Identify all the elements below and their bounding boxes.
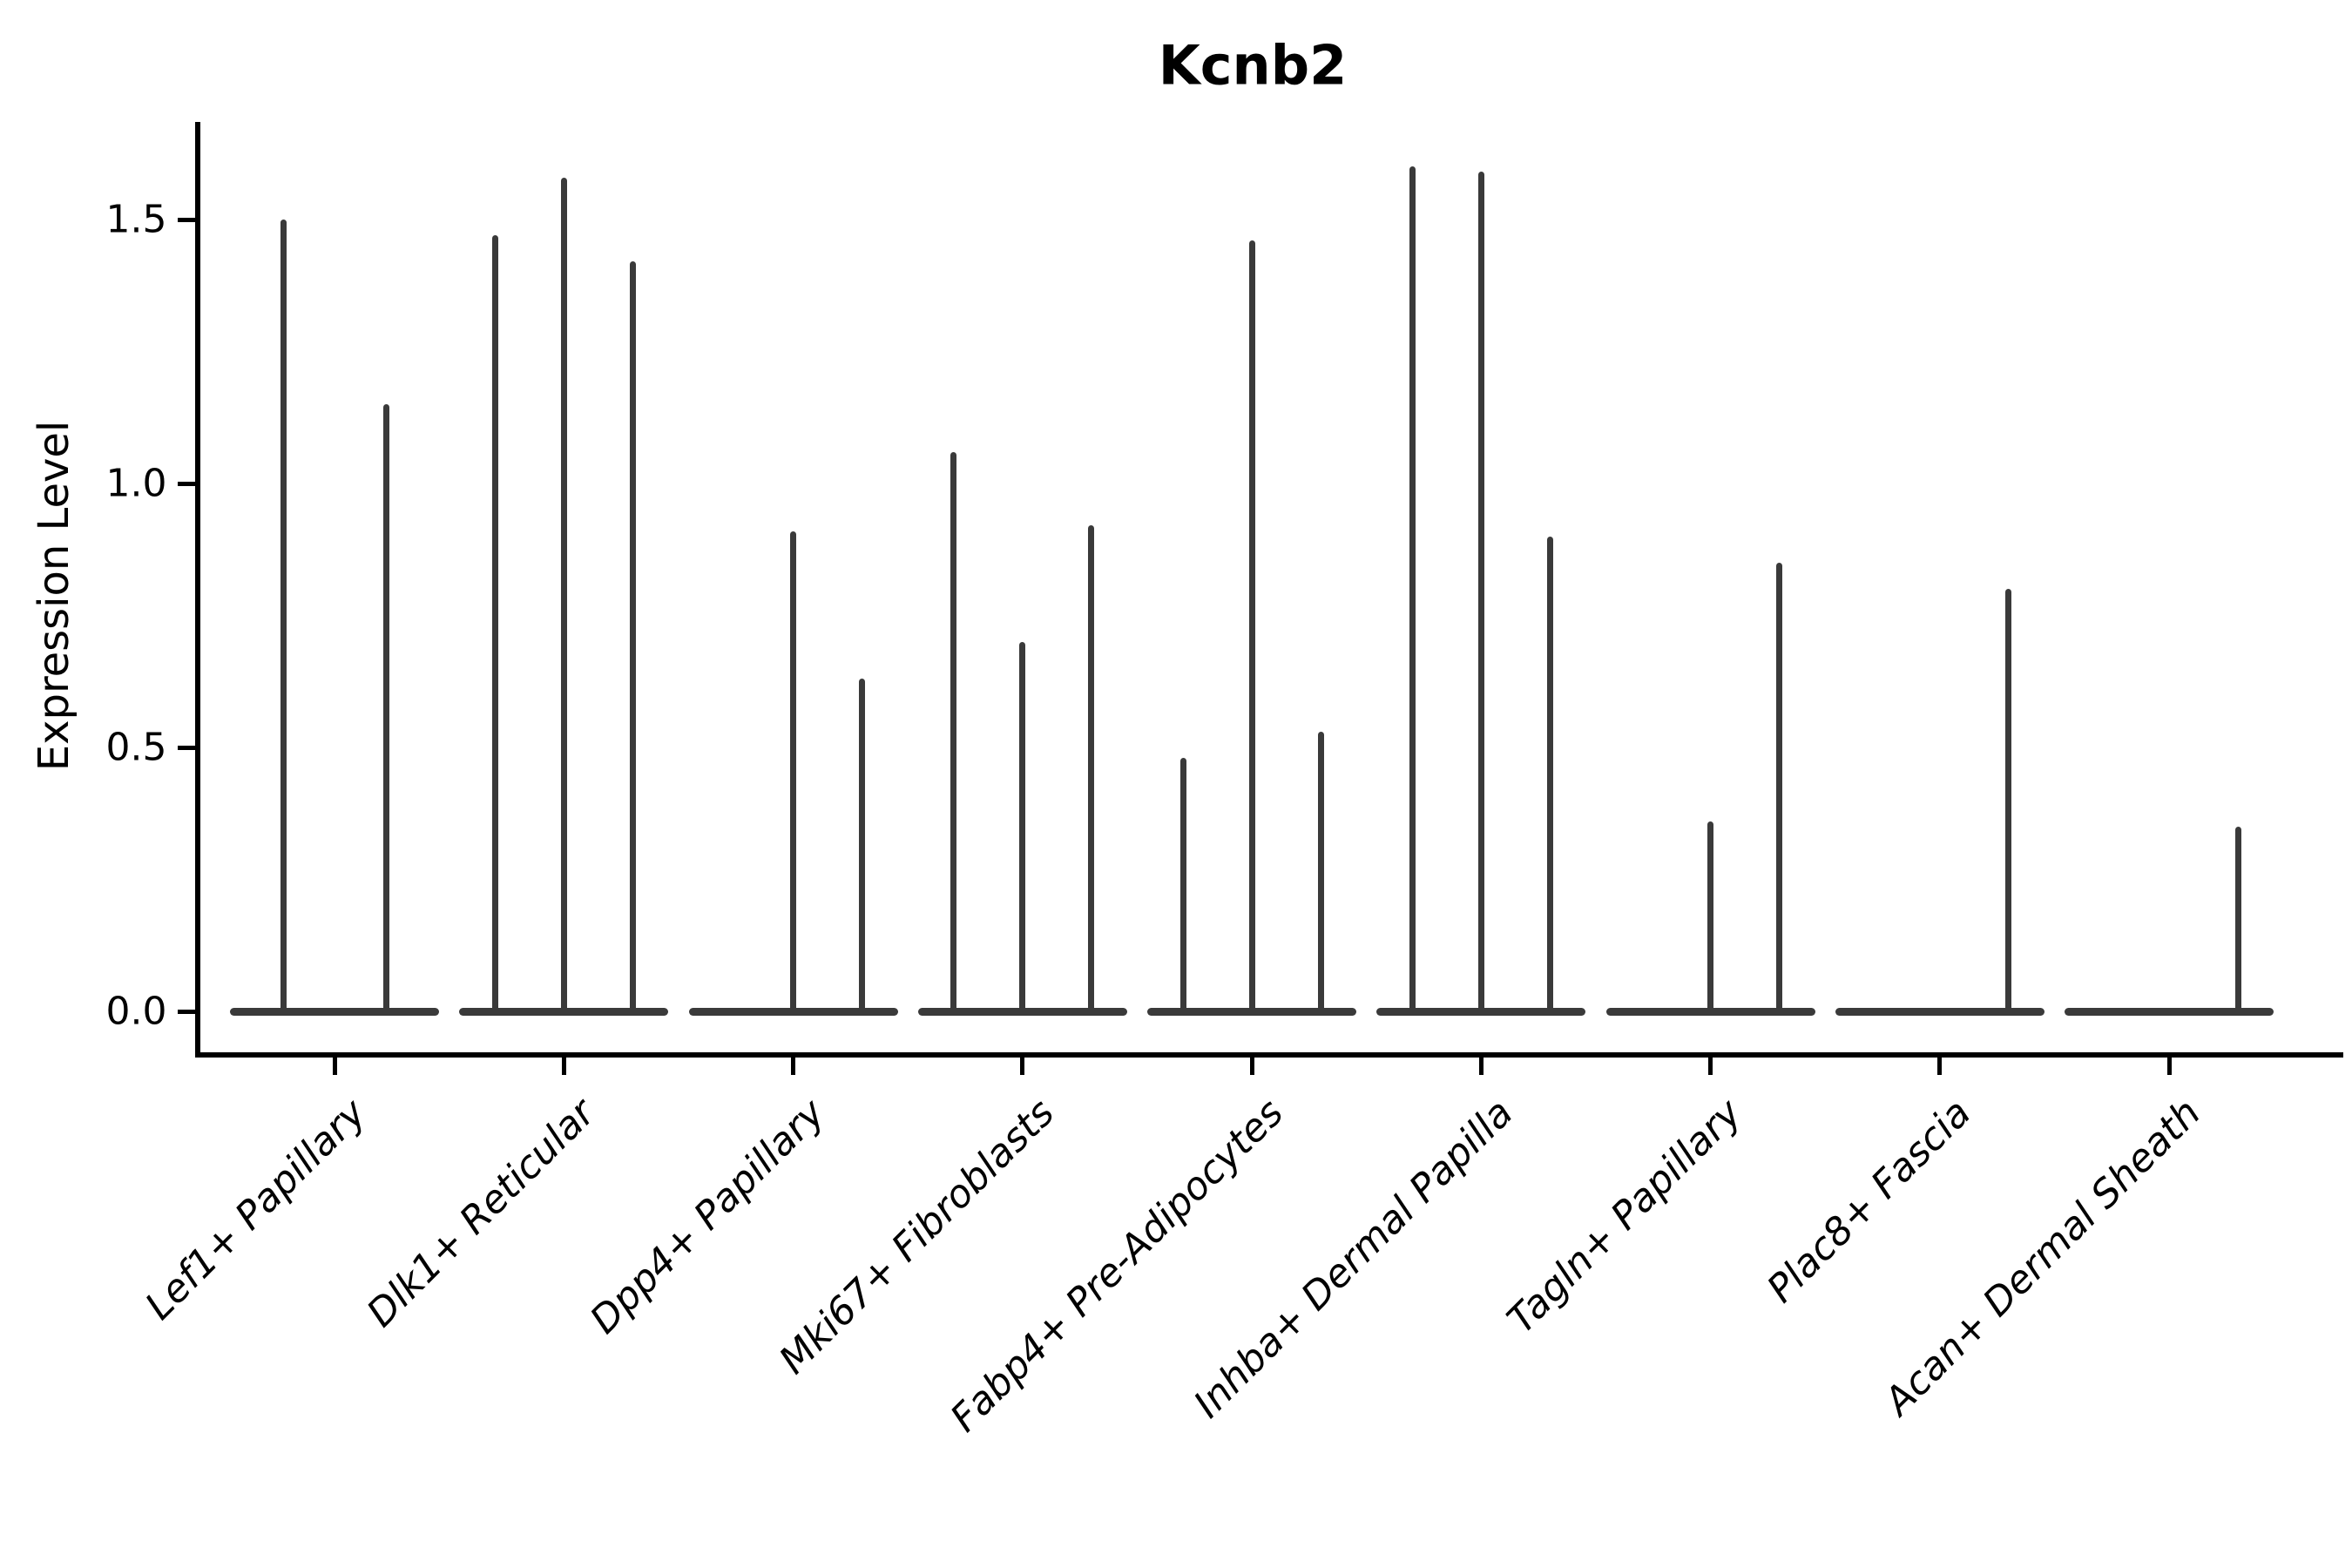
violin-spike bbox=[280, 220, 287, 1014]
x-tick-mark bbox=[1249, 1058, 1254, 1075]
x-tick-mark bbox=[2166, 1058, 2172, 1075]
violin-spike bbox=[1019, 641, 1026, 1014]
violin-spike bbox=[1088, 525, 1095, 1014]
y-tick-mark bbox=[177, 217, 195, 222]
violin-spike bbox=[950, 451, 957, 1014]
x-tick-mark bbox=[1478, 1058, 1484, 1075]
y-tick-label: 1.0 bbox=[105, 461, 167, 506]
x-tick-mark bbox=[791, 1058, 795, 1075]
x-tick-mark bbox=[1937, 1058, 1943, 1075]
violin-spike bbox=[1546, 536, 1553, 1014]
chart-title: Kcnb2 bbox=[1158, 33, 1348, 98]
x-tick-mark bbox=[561, 1058, 566, 1075]
violin-zero-body bbox=[2065, 1007, 2274, 1016]
y-tick-mark bbox=[177, 745, 195, 750]
violin-spike bbox=[1776, 562, 1782, 1014]
violin-spike bbox=[1317, 731, 1324, 1014]
violin-spike bbox=[491, 235, 498, 1014]
violin-spike bbox=[790, 531, 796, 1014]
violin-spike bbox=[560, 177, 567, 1014]
violin-spike bbox=[2234, 826, 2241, 1014]
y-tick-mark bbox=[177, 1009, 195, 1014]
violin-spike bbox=[2005, 589, 2012, 1014]
x-category-label: Tagln+ Papillary bbox=[1498, 1091, 1751, 1342]
violin-zero-body bbox=[230, 1007, 439, 1016]
violin-spike bbox=[1179, 758, 1186, 1014]
x-category-label: Lef1+ Papillary bbox=[137, 1091, 375, 1329]
y-tick-label: 0.0 bbox=[105, 989, 167, 1034]
y-axis-spine bbox=[194, 122, 200, 1058]
violin-spike bbox=[1248, 240, 1255, 1014]
x-tick-mark bbox=[1708, 1058, 1713, 1075]
x-category-label: Plac8+ Fascia bbox=[1759, 1091, 1980, 1312]
violin-spike bbox=[1477, 172, 1484, 1014]
violin-zero-body bbox=[1835, 1007, 2044, 1016]
x-axis-spine bbox=[194, 1052, 2343, 1058]
violin-spike bbox=[382, 404, 389, 1014]
violin-spike bbox=[629, 261, 636, 1014]
violin-spike bbox=[1409, 166, 1416, 1014]
y-tick-mark bbox=[177, 481, 195, 486]
x-tick-mark bbox=[1020, 1058, 1025, 1075]
violin-spike bbox=[1707, 821, 1713, 1014]
x-category-label: Dlk1+ Reticular bbox=[358, 1091, 605, 1336]
y-tick-label: 1.5 bbox=[105, 197, 167, 242]
violin-spike bbox=[859, 679, 865, 1014]
x-category-label: Dpp4+ Papillary bbox=[581, 1091, 834, 1343]
x-tick-mark bbox=[332, 1058, 337, 1075]
y-tick-label: 0.5 bbox=[105, 725, 167, 770]
